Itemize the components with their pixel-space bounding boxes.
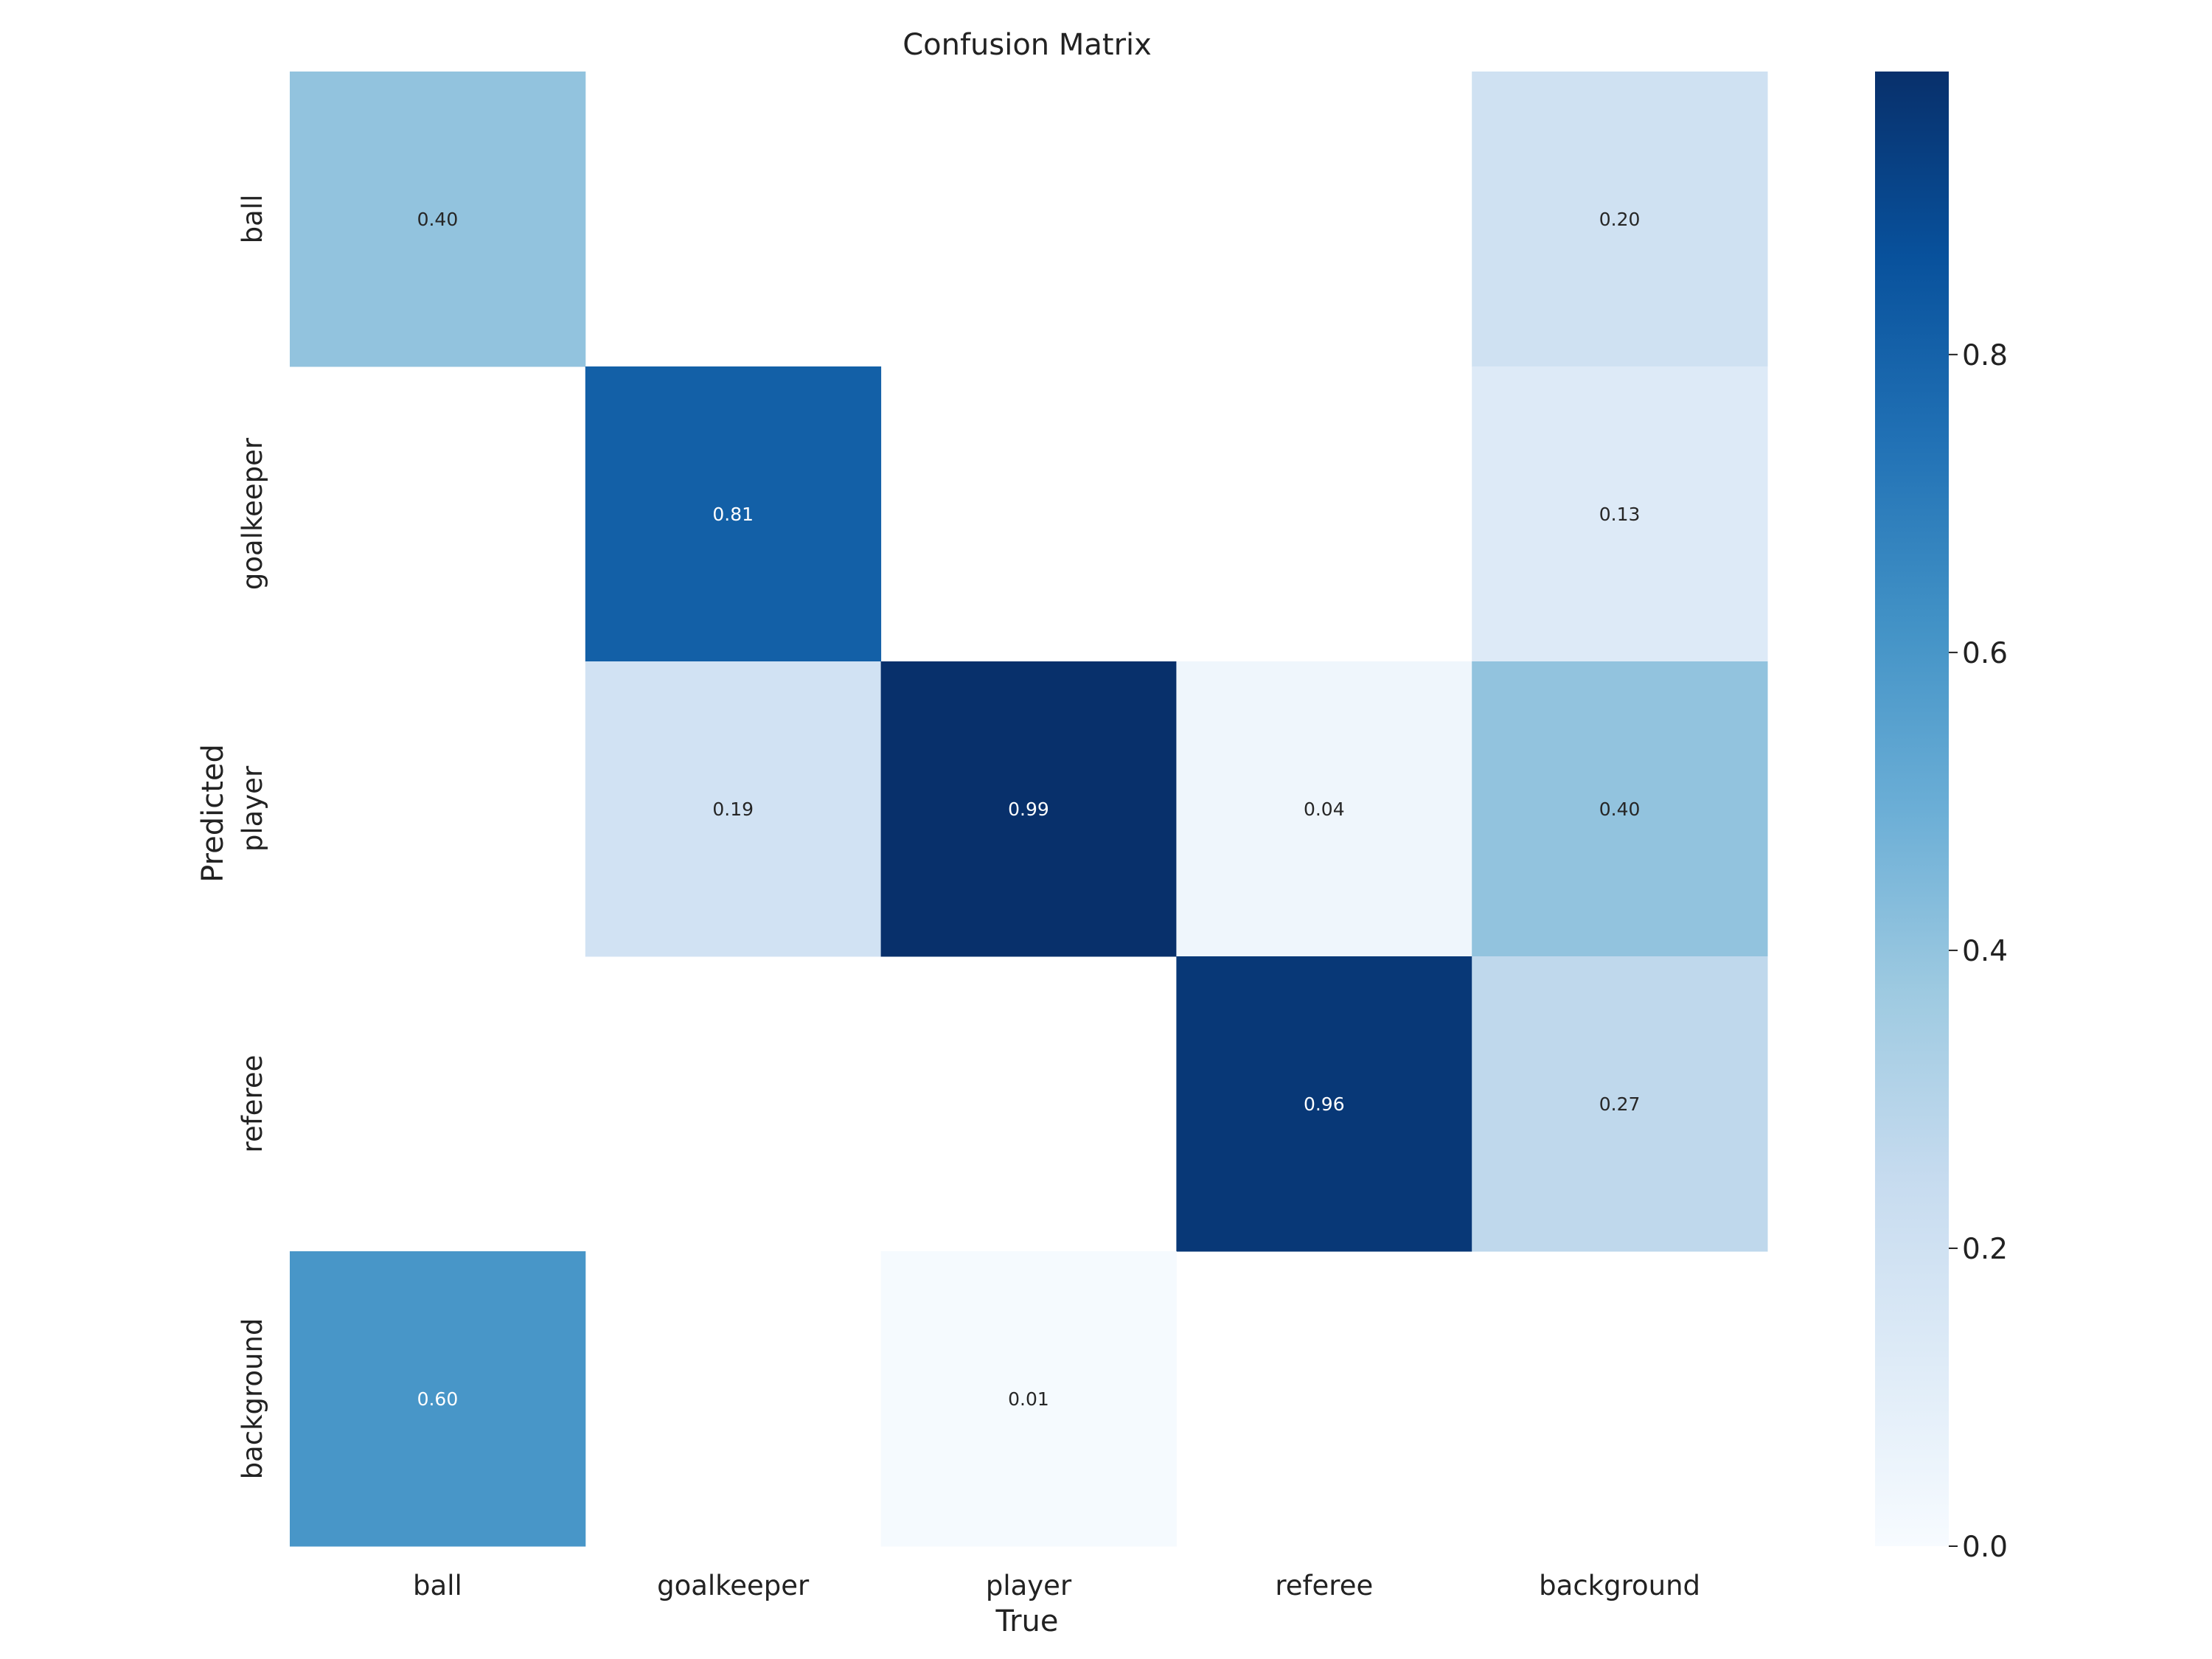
heatmap-cell-referee-background <box>1472 956 1768 1252</box>
heatmap-cell-ball-background <box>1472 72 1768 367</box>
chart-title: Confusion Matrix <box>902 28 1152 62</box>
colorbar-tick-label: 0.0 <box>1962 1531 2008 1564</box>
heatmap-cell-background-player <box>880 1251 1177 1547</box>
colorbar-tick-label: 0.6 <box>1962 637 2008 670</box>
heatmap-cell-player-player <box>880 661 1177 957</box>
cell-value-label: 0.60 <box>417 1388 459 1410</box>
cell-value-label: 0.04 <box>1304 799 1345 820</box>
heatmap-cell-labels: 0.40 0.20 0.81 0.13 0.19 0.99 0.04 0.40 0.96 0.27… <box>417 209 1641 1410</box>
y-axis-tick-labels: ball goalkeeper player referee background <box>237 195 268 1480</box>
heatmap-cell-goalkeeper-background <box>1472 366 1768 662</box>
colorbar <box>1875 72 1949 1546</box>
y-tick-label: goalkeeper <box>237 437 268 590</box>
cell-value-label: 0.81 <box>712 504 754 525</box>
y-tick-label: ball <box>237 195 268 244</box>
x-axis-label: True <box>995 1604 1059 1638</box>
x-axis-tick-labels: ball goalkeeper player referee background <box>413 1570 1700 1601</box>
cell-value-label: 0.96 <box>1304 1093 1345 1115</box>
heatmap-cells <box>290 72 1768 1547</box>
heatmap-cell-player-background <box>1472 661 1768 957</box>
y-tick-label: referee <box>237 1055 268 1153</box>
heatmap-cell-referee-referee <box>1176 956 1472 1252</box>
cell-value-label: 0.13 <box>1599 504 1641 525</box>
heatmap-cell-ball-ball <box>290 72 586 367</box>
cell-value-label: 0.27 <box>1599 1093 1641 1115</box>
heatmap-cell-background-ball <box>290 1251 586 1547</box>
x-tick-label: background <box>1539 1570 1700 1601</box>
colorbar-tick-label: 0.2 <box>1962 1233 2008 1266</box>
colorbar-ticks: 0.0 0.2 0.4 0.6 0.8 <box>1949 339 2008 1564</box>
heatmap-cell-goalkeeper-goalkeeper <box>585 366 882 662</box>
cell-value-label: 0.01 <box>1008 1388 1049 1410</box>
y-tick-label: background <box>237 1318 268 1480</box>
y-tick-label: player <box>237 765 268 852</box>
x-tick-label: goalkeeper <box>657 1570 810 1601</box>
cell-value-label: 0.99 <box>1008 799 1049 820</box>
cell-value-label: 0.19 <box>712 799 754 820</box>
x-tick-label: referee <box>1275 1570 1373 1601</box>
cell-value-label: 0.20 <box>1599 209 1641 230</box>
colorbar-tick-label: 0.4 <box>1962 935 2008 968</box>
x-tick-label: player <box>986 1570 1072 1601</box>
cell-value-label: 0.40 <box>417 209 459 230</box>
y-axis-label: Predicted <box>196 744 230 883</box>
x-tick-label: ball <box>413 1570 462 1601</box>
cell-value-label: 0.40 <box>1599 799 1641 820</box>
heatmap-cell-player-goalkeeper <box>585 661 882 957</box>
colorbar-tick-label: 0.8 <box>1962 339 2008 372</box>
heatmap-cell-player-referee <box>1176 661 1472 957</box>
